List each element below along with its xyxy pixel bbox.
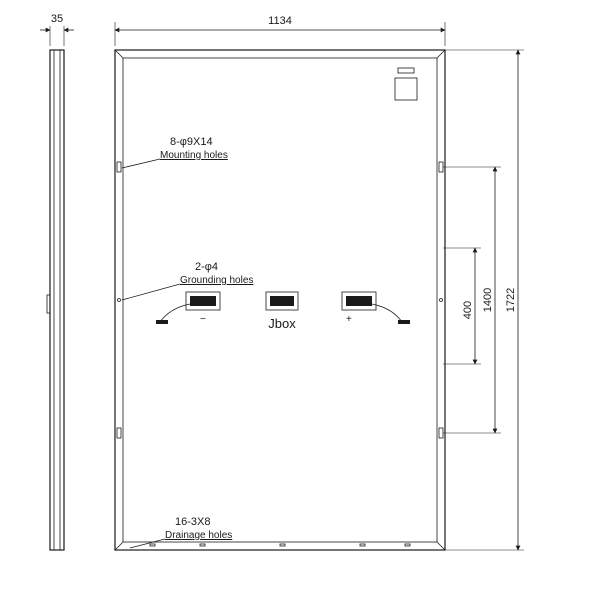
polarity-plus: + bbox=[346, 314, 352, 325]
polarity-minus: − bbox=[200, 314, 206, 325]
grounding-holes-callout: 2-φ4 Grounding holes bbox=[118, 261, 443, 302]
label-plate bbox=[395, 78, 417, 100]
svg-text:16-3X8: 16-3X8 bbox=[175, 516, 210, 528]
dim-width: 1134 bbox=[268, 15, 292, 27]
svg-text:Drainage holes: Drainage holes bbox=[165, 530, 232, 541]
svg-text:Mounting holes: Mounting holes bbox=[160, 150, 228, 161]
drainage-holes-callout: 16-3X8 Drainage holes bbox=[130, 516, 410, 548]
svg-text:Grounding holes: Grounding holes bbox=[180, 275, 253, 286]
dim-thickness: 35 bbox=[51, 13, 63, 25]
mounting-holes-callout: 8-φ9X14 Mounting holes bbox=[117, 136, 443, 438]
side-view: 35 bbox=[40, 13, 74, 550]
jbox-label: Jbox bbox=[268, 316, 296, 331]
right-dimensions: 400 1400 1722 bbox=[443, 50, 524, 550]
dim-400: 400 bbox=[462, 301, 474, 319]
dim-height: 1722 bbox=[505, 288, 517, 312]
svg-text:2-φ4: 2-φ4 bbox=[195, 261, 218, 273]
dim-1400: 1400 bbox=[482, 288, 494, 312]
front-view: 1134 8-φ9X14 Mounting holes 2-φ4 bbox=[115, 15, 445, 550]
jbox-row: − Jbox + bbox=[156, 292, 410, 331]
svg-text:8-φ9X14: 8-φ9X14 bbox=[170, 136, 213, 148]
